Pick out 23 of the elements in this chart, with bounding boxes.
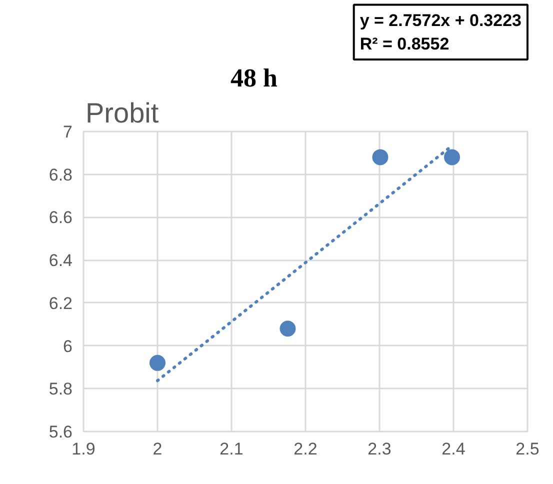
y-tick-label: 6.8 — [48, 165, 73, 184]
text: R² = 0.8552 — [360, 34, 450, 54]
x-tick-label: 2.3 — [368, 440, 392, 458]
x-tick-label: 2.5 — [516, 440, 540, 458]
x-tick-label: 1.9 — [72, 440, 96, 458]
point — [280, 320, 296, 337]
point — [150, 354, 166, 371]
y-tick-label: 6.2 — [48, 294, 73, 313]
x-tick-label: 2.1 — [220, 440, 244, 458]
y-axis-title: Probit — [86, 98, 159, 128]
x-tick-label: 2.4 — [442, 440, 466, 458]
y-tick-label: 6.6 — [48, 208, 73, 228]
y-tick-label: 5.8 — [48, 380, 73, 399]
x-tick-label: 2.2 — [294, 440, 318, 458]
x-tick-label: 2 — [152, 440, 162, 458]
point — [372, 149, 388, 166]
chart-title: 48 h — [230, 64, 278, 92]
point — [444, 149, 460, 166]
y-tick-label: 6 — [63, 336, 73, 356]
y-tick-label: 6.4 — [48, 251, 73, 270]
y-tick-label: 7 — [63, 122, 73, 142]
text: y = 2.7572x + 0.3223 — [360, 10, 522, 30]
y-tick-label: 5.6 — [48, 422, 73, 442]
